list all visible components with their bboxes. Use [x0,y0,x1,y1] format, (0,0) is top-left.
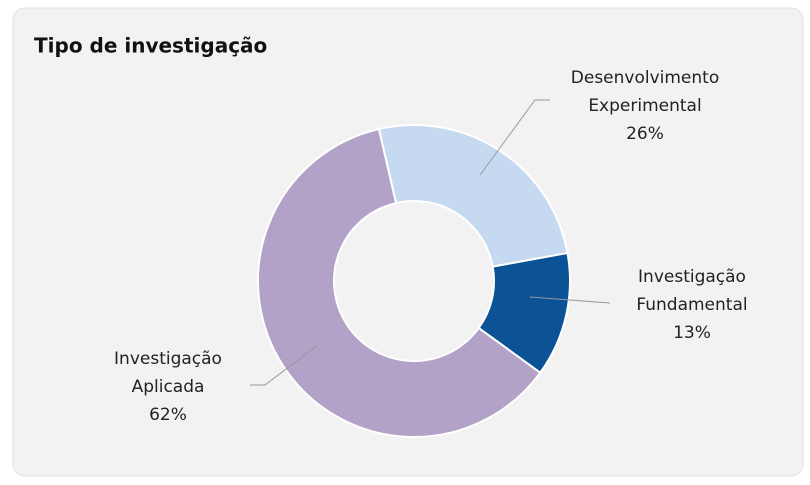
leader-line [479,99,550,176]
donut-segment [377,124,569,268]
donut-segment [257,127,542,438]
value-label: 13% [673,323,711,343]
card [12,7,804,477]
chart-title: Tipo de investigação [34,34,267,58]
value-label: 62% [149,405,187,425]
leader-line [529,296,611,304]
leader-line [250,344,319,386]
data-label: Investigação Aplicada 62% [114,349,222,425]
category-label: Desenvolvimento Experimental [571,68,719,116]
category-label: Investigação Aplicada [114,349,222,397]
value-label: 26% [626,124,664,144]
data-label: Desenvolvimento Experimental 26% [571,68,719,144]
category-label: Investigação Fundamental [636,267,747,315]
data-label: Investigação Fundamental 13% [636,267,747,343]
